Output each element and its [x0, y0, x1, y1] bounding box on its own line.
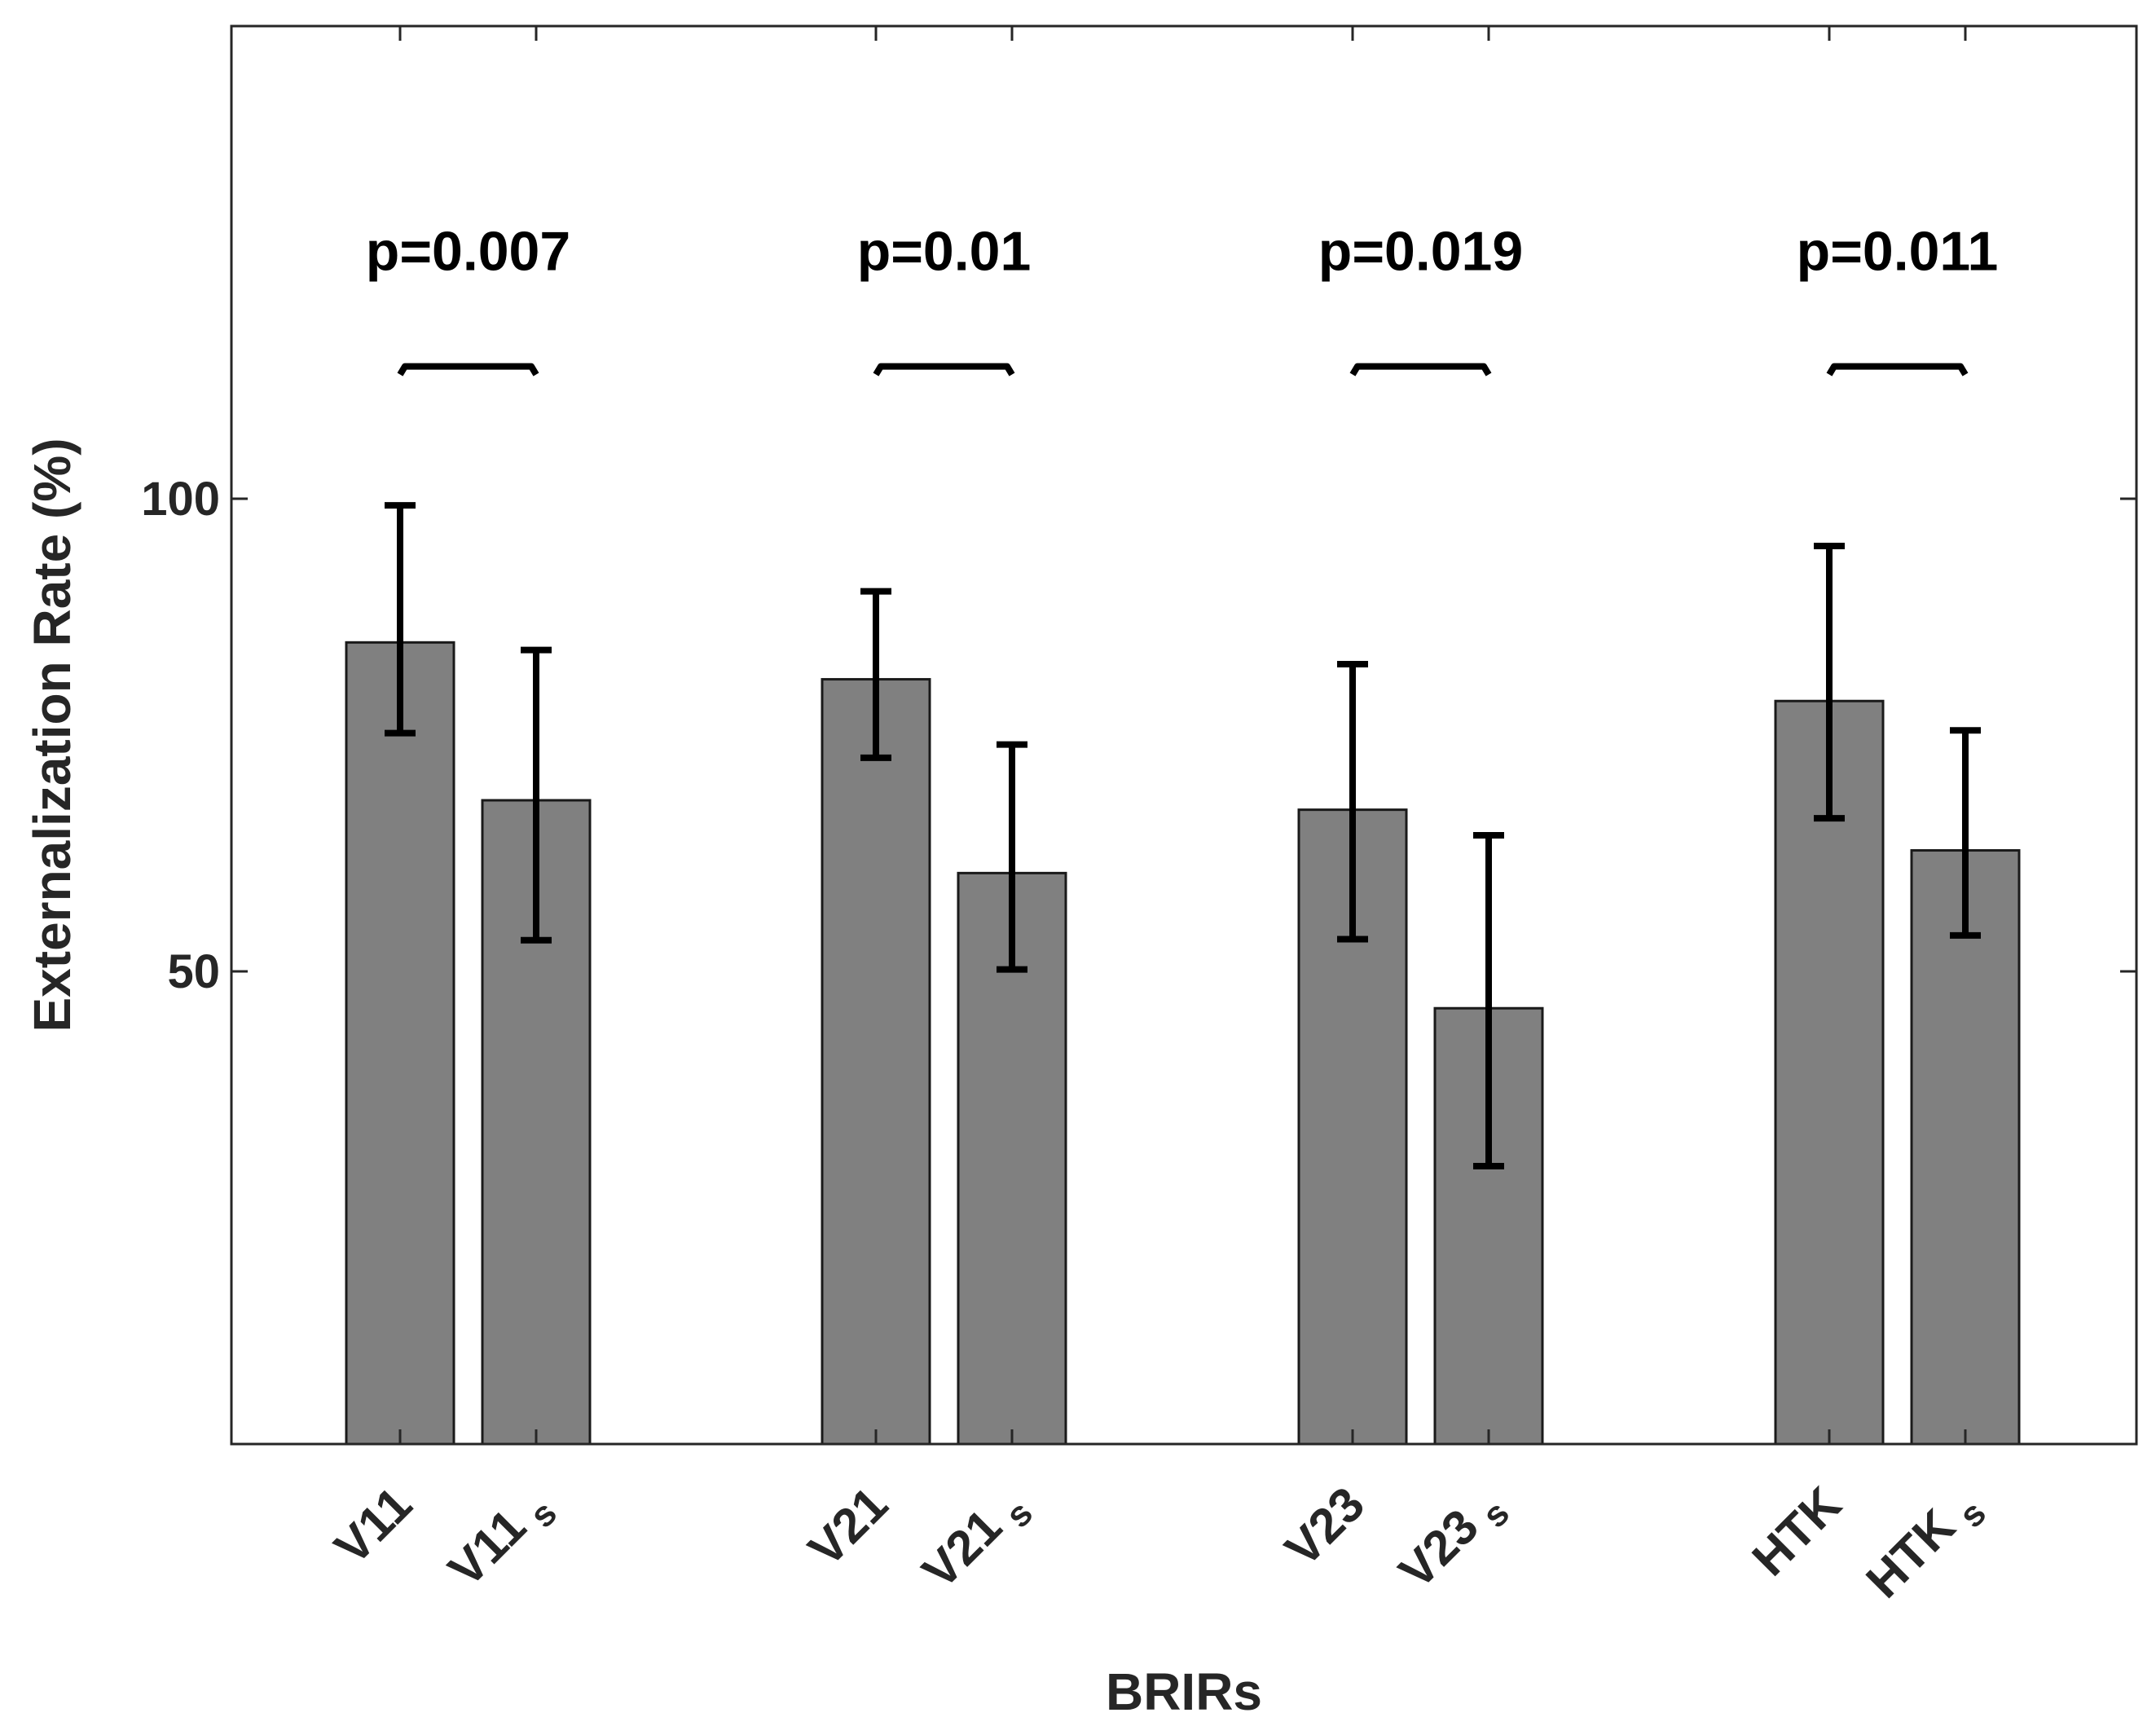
x-tick-label: V23	[1274, 1477, 1375, 1577]
x-tick-label-main: HTK	[1742, 1477, 1852, 1587]
y-tick-label: 100	[141, 473, 220, 526]
p-value-label: p=0.011	[1797, 221, 1999, 283]
error-bar	[1814, 543, 1845, 822]
significance-bracket	[1349, 363, 1492, 376]
x-tick-label: V11	[324, 1477, 423, 1575]
y-tick-label: 50	[167, 945, 220, 998]
x-tick-label: HTKs	[1855, 1477, 1994, 1615]
p-value-label: p=0.019	[1318, 221, 1523, 283]
y-axis-label: Externalization Rate (%)	[23, 438, 81, 1032]
significance-marker: p=0.019	[1318, 221, 1523, 376]
bar-htk	[1774, 699, 1885, 1446]
significance-marker: p=0.01	[857, 221, 1032, 376]
error-bars-layer	[385, 502, 1981, 1169]
error-bar	[1337, 661, 1368, 943]
x-tick-label-subscript: s	[998, 1493, 1041, 1535]
x-tick-label-main: V11	[324, 1477, 423, 1575]
x-tick-label-subscript: s	[1951, 1493, 1994, 1535]
error-bar	[860, 588, 891, 761]
bar-htk-s	[1910, 849, 2021, 1446]
x-tick-label-main: V21	[912, 1499, 1012, 1599]
error-bar	[997, 741, 1027, 973]
x-tick-label-main: V23	[1274, 1477, 1375, 1577]
x-tick-label: V11s	[438, 1477, 565, 1604]
error-bar	[521, 646, 552, 944]
x-tick-label-main: V21	[798, 1477, 898, 1577]
significance-marker: p=0.007	[366, 221, 570, 376]
bar-v21	[821, 678, 931, 1446]
x-axis-label: BRIRs	[1106, 1662, 1262, 1721]
error-bar	[1473, 831, 1504, 1169]
x-tick-label: V21	[798, 1477, 898, 1577]
p-value-label: p=0.01	[857, 221, 1032, 283]
significance-bracket	[1826, 363, 1969, 376]
x-tick-label-subscript: s	[1475, 1493, 1517, 1535]
error-bar	[385, 502, 416, 737]
x-tick-label-subscript: s	[522, 1493, 565, 1535]
significance-bracket	[397, 363, 539, 376]
x-tick-label: V23s	[1388, 1477, 1517, 1605]
axes-box	[230, 24, 2138, 1446]
significance-marker: p=0.011	[1797, 221, 1999, 376]
x-tick-label-main: HTK	[1855, 1499, 1965, 1609]
x-tick-label-main: V23	[1388, 1499, 1489, 1599]
x-tick-label: HTK	[1742, 1477, 1852, 1587]
significance-bracket	[873, 363, 1015, 376]
error-bar	[1950, 727, 1981, 939]
significance-layer: p=0.007 p=0.01 p=0.019 p=0.011	[366, 221, 1999, 376]
x-tick-label-main: V11	[438, 1499, 536, 1597]
p-value-label: p=0.007	[366, 221, 570, 283]
x-tick-label: V21s	[912, 1477, 1041, 1605]
bar-v11	[345, 641, 455, 1446]
bars-layer	[345, 641, 2021, 1446]
